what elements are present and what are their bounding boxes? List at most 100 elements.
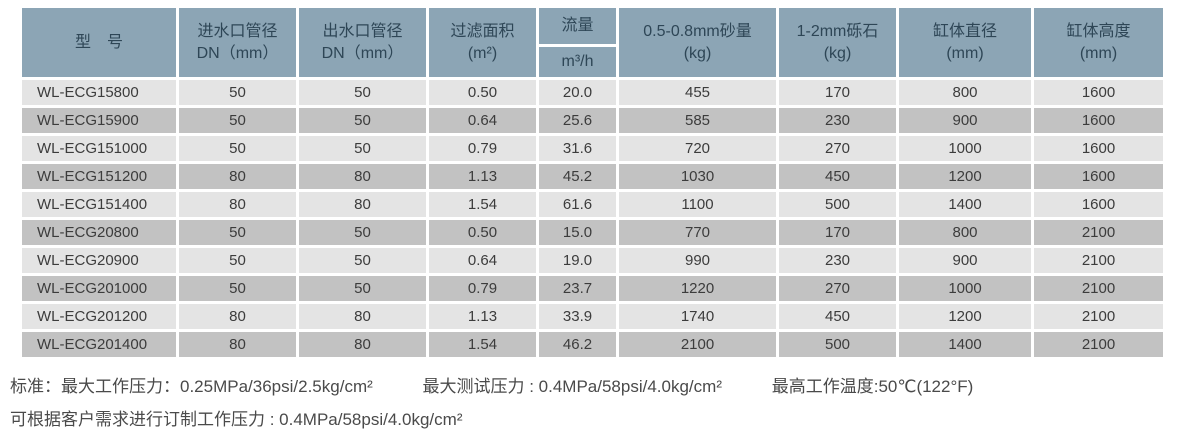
value-cell: 15.0 — [539, 220, 616, 245]
value-cell: 1600 — [1034, 136, 1163, 161]
header-line: (kg) — [683, 44, 712, 62]
value-cell: 0.50 — [429, 80, 536, 105]
value-cell: 2100 — [1034, 220, 1163, 245]
value-cell: 2100 — [1034, 304, 1163, 329]
value-cell: 0.79 — [429, 136, 536, 161]
header-line: 型 号 — [74, 33, 123, 51]
value-cell: 270 — [779, 136, 896, 161]
footnotes: 标准：最大工作压力：0.25MPa/36psi/2.5kg/cm² 最大测试压力… — [10, 370, 1185, 436]
value-cell: 50 — [179, 136, 296, 161]
standard-max-working-pressure-note: 标准：最大工作压力：0.25MPa/36psi/2.5kg/cm² — [10, 377, 373, 396]
col-header-sand-amount: 0.5-0.8mm砂量 (kg) — [619, 8, 776, 77]
col-header-cylinder-height: 缸体高度 (mm) — [1034, 8, 1163, 77]
value-cell: 80 — [299, 192, 426, 217]
value-cell: 50 — [179, 108, 296, 133]
header-line: DN（mm） — [196, 44, 279, 62]
value-cell: 80 — [179, 332, 296, 357]
value-cell: 25.6 — [539, 108, 616, 133]
value-cell: 2100 — [1034, 276, 1163, 301]
value-cell: 1220 — [619, 276, 776, 301]
value-cell: 990 — [619, 248, 776, 273]
header-line: 0.5-0.8mm砂量 — [643, 22, 752, 40]
header-line: (mm) — [946, 44, 984, 62]
value-cell: 0.64 — [429, 248, 536, 273]
value-cell: 450 — [779, 304, 896, 329]
table-body: WL-ECG15800 50 50 0.50 20.0 455 170 800 1600 WL-E… — [22, 80, 1163, 357]
value-cell: 1400 — [899, 192, 1031, 217]
header-line: 1-2mm砾石 — [796, 22, 879, 40]
value-cell: 50 — [299, 248, 426, 273]
table-row: WL-ECG201400 80 80 1.54 46.2 2100 500 1400 2100 — [22, 332, 1163, 357]
footnote-line-2: 可根据客户需求进行订制工作压力 : 0.4MPa/58psi/4.0kg/cm² — [10, 403, 1185, 436]
col-header-model: 型 号 — [22, 8, 176, 77]
model-cell: WL-ECG20900 — [22, 248, 176, 273]
value-cell: 455 — [619, 80, 776, 105]
value-cell: 230 — [779, 248, 896, 273]
header-line: 进水口管径 — [197, 22, 278, 40]
value-cell: 1400 — [899, 332, 1031, 357]
table-row: WL-ECG15800 50 50 0.50 20.0 455 170 800 1600 — [22, 80, 1163, 105]
value-cell: 1600 — [1034, 80, 1163, 105]
value-cell: 19.0 — [539, 248, 616, 273]
value-cell: 50 — [299, 276, 426, 301]
value-cell: 230 — [779, 108, 896, 133]
value-cell: 900 — [899, 108, 1031, 133]
value-cell: 585 — [619, 108, 776, 133]
col-header-inlet-diameter: 进水口管径 DN（mm） — [179, 8, 296, 77]
value-cell: 80 — [299, 332, 426, 357]
value-cell: 80 — [179, 192, 296, 217]
model-cell: WL-ECG15900 — [22, 108, 176, 133]
value-cell: 1600 — [1034, 108, 1163, 133]
value-cell: 61.6 — [539, 192, 616, 217]
value-cell: 33.9 — [539, 304, 616, 329]
value-cell: 31.6 — [539, 136, 616, 161]
value-cell: 450 — [779, 164, 896, 189]
model-cell: WL-ECG20800 — [22, 220, 176, 245]
header-line: 过滤面积 — [450, 22, 515, 40]
model-cell: WL-ECG201000 — [22, 276, 176, 301]
value-cell: 1000 — [899, 276, 1031, 301]
table-row: WL-ECG15900 50 50 0.64 25.6 585 230 900 1600 — [22, 108, 1163, 133]
table-row: WL-ECG201000 50 50 0.79 23.7 1220 270 1000 2100 — [22, 276, 1163, 301]
col-header-cylinder-diameter: 缸体直径 (mm) — [899, 8, 1031, 77]
model-cell: WL-ECG201200 — [22, 304, 176, 329]
value-cell: 0.64 — [429, 108, 536, 133]
max-test-pressure-note: 最大测试压力 : 0.4MPa/58psi/4.0kg/cm² — [422, 377, 722, 396]
value-cell: 500 — [779, 192, 896, 217]
table-row: WL-ECG151200 80 80 1.13 45.2 1030 450 1200 1600 — [22, 164, 1163, 189]
value-cell: 1000 — [899, 136, 1031, 161]
value-cell: 1.54 — [429, 192, 536, 217]
value-cell: 23.7 — [539, 276, 616, 301]
model-cell: WL-ECG201400 — [22, 332, 176, 357]
value-cell: 1600 — [1034, 192, 1163, 217]
table-header: 型 号 进水口管径 DN（mm） 出水口管径 DN（mm） 过滤面积 (m²) … — [22, 8, 1163, 77]
value-cell: 50 — [179, 80, 296, 105]
custom-working-pressure-note: 可根据客户需求进行订制工作压力 : 0.4MPa/58psi/4.0kg/cm² — [10, 410, 463, 429]
value-cell: 1200 — [899, 164, 1031, 189]
header-line: 缸体高度 — [1066, 22, 1131, 40]
value-cell: 80 — [179, 304, 296, 329]
header-line: (kg) — [823, 44, 852, 62]
value-cell: 1200 — [899, 304, 1031, 329]
product-spec-table: 型 号 进水口管径 DN（mm） 出水口管径 DN（mm） 过滤面积 (m²) … — [19, 5, 1166, 360]
value-cell: 900 — [899, 248, 1031, 273]
model-cell: WL-ECG151400 — [22, 192, 176, 217]
value-cell: 45.2 — [539, 164, 616, 189]
value-cell: 0.50 — [429, 220, 536, 245]
value-cell: 50 — [299, 136, 426, 161]
col-header-gravel-amount: 1-2mm砾石 (kg) — [779, 8, 896, 77]
value-cell: 720 — [619, 136, 776, 161]
model-cell: WL-ECG151200 — [22, 164, 176, 189]
header-line: (m²) — [467, 44, 498, 62]
table-row: WL-ECG151000 50 50 0.79 31.6 720 270 1000 1600 — [22, 136, 1163, 161]
table-row: WL-ECG201200 80 80 1.13 33.9 1740 450 1200 2100 — [22, 304, 1163, 329]
value-cell: 800 — [899, 220, 1031, 245]
max-working-temperature-note: 最高工作温度:50℃(122°F) — [771, 377, 974, 396]
value-cell: 2100 — [1034, 332, 1163, 357]
header-line: (mm) — [1079, 44, 1118, 62]
value-cell: 800 — [899, 80, 1031, 105]
header-line: 出水口管径 — [322, 22, 403, 40]
value-cell: 80 — [179, 164, 296, 189]
col-header-filter-area: 过滤面积 (m²) — [429, 8, 536, 77]
